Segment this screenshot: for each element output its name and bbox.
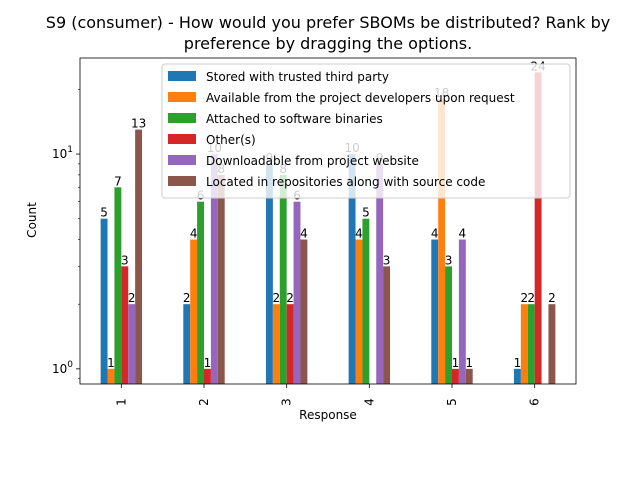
- bar: [128, 304, 136, 384]
- bar: [445, 266, 452, 384]
- legend-entry-label: Other(s): [206, 133, 256, 147]
- bar-value-label: 4: [300, 227, 308, 241]
- bar: [114, 187, 122, 384]
- x-tick-label: 1: [114, 398, 128, 406]
- bar: [121, 266, 129, 384]
- legend-box: [161, 63, 571, 199]
- legend-entry-label: Stored with trusted third party: [206, 70, 389, 84]
- x-axis-label: Response: [299, 408, 357, 422]
- chart-title-line-2: preference by dragging the options.: [184, 34, 472, 53]
- legend-entry-label: Attached to software binaries: [206, 112, 383, 126]
- bar-value-label: 2: [527, 291, 535, 305]
- x-tick-label: 3: [280, 398, 294, 406]
- bar: [293, 201, 301, 384]
- bar: [431, 239, 439, 384]
- legend: Stored with trusted third party Available…: [161, 63, 571, 199]
- chart-title-line-1: S9 (consumer) - How would you prefer SBO…: [46, 13, 610, 32]
- bar: [348, 154, 356, 384]
- bar: [135, 129, 143, 384]
- x-tick-label: 6: [528, 398, 542, 406]
- legend-swatch: [168, 134, 196, 144]
- bar-value-label: 1: [452, 356, 460, 370]
- bar: [465, 368, 473, 384]
- bar: [438, 99, 446, 384]
- bar: [217, 174, 225, 384]
- bar-value-label: 5: [100, 206, 108, 220]
- bar-value-label: 3: [445, 253, 453, 267]
- bar-value-label: 5: [362, 206, 370, 220]
- bar-value-label: 1: [514, 356, 522, 370]
- legend-entry-label: Available from the project developers up…: [206, 91, 515, 105]
- bar: [100, 218, 108, 384]
- bar-value-label: 1: [107, 356, 115, 370]
- bar: [355, 239, 363, 384]
- bar: [279, 174, 287, 384]
- bar-value-label: 3: [121, 253, 129, 267]
- bar-value-label: 4: [431, 227, 439, 241]
- x-tick-label: 2: [197, 398, 211, 406]
- legend-entry-label: Located in repositories along with sourc…: [206, 175, 485, 189]
- bar-value-label: 3: [383, 253, 391, 267]
- bar: [452, 368, 459, 384]
- bar-value-label: 2: [286, 291, 294, 305]
- x-tick-label: 4: [362, 398, 376, 406]
- bar: [286, 304, 294, 384]
- bar: [300, 239, 308, 384]
- bar: [265, 163, 273, 384]
- legend-swatch: [168, 71, 196, 81]
- x-tick-label: 5: [445, 398, 459, 406]
- bar: [183, 304, 191, 384]
- legend-entry-label: Downloadable from project website: [206, 154, 419, 168]
- bar: [548, 304, 556, 384]
- plot-area: 1001011517321322461108392826441045935418…: [52, 57, 577, 406]
- bar-value-label: 13: [131, 117, 146, 131]
- bar: [272, 304, 280, 384]
- bar: [190, 239, 198, 384]
- y-tick-label: 100: [52, 360, 73, 376]
- plot-frame: [79, 57, 577, 385]
- bar: [362, 218, 370, 384]
- bar: [383, 266, 391, 384]
- bar: [376, 163, 384, 384]
- bar: [520, 304, 528, 384]
- bar-value-label: 4: [190, 227, 198, 241]
- bar: [210, 154, 218, 384]
- bar: [534, 72, 542, 385]
- bar-value-label: 2: [183, 291, 191, 305]
- bar-value-label: 1: [465, 356, 473, 370]
- y-axis-label: Count: [25, 202, 39, 238]
- y-tick-label: 101: [52, 145, 73, 161]
- bar: [513, 368, 521, 384]
- legend-swatch: [168, 155, 196, 165]
- bar-value-label: 2: [272, 291, 280, 305]
- bar-value-label: 2: [128, 291, 136, 305]
- legend-swatch: [168, 176, 196, 186]
- bar-value-label: 4: [459, 227, 467, 241]
- legend-swatch: [168, 113, 196, 123]
- bar: [107, 368, 115, 384]
- bar-value-label: 1: [204, 356, 212, 370]
- bar: [204, 368, 211, 384]
- bar-value-label: 2: [548, 291, 556, 305]
- bar: [197, 201, 204, 384]
- bar-value-label: 2: [520, 291, 528, 305]
- bar: [527, 304, 535, 384]
- legend-swatch: [168, 92, 196, 102]
- bar: [458, 239, 466, 384]
- bar-value-label: 7: [114, 174, 122, 188]
- bar-value-label: 4: [355, 227, 363, 241]
